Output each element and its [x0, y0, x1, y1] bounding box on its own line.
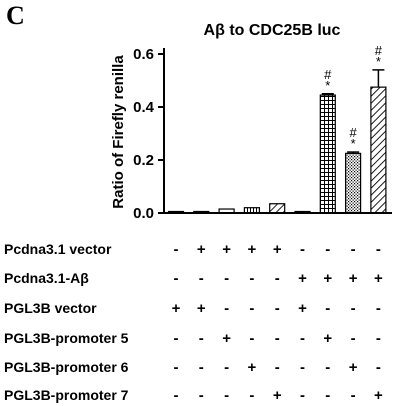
condition-cell: -: [300, 359, 305, 376]
condition-cell: +: [273, 387, 282, 404]
significance-marker: #: [324, 67, 332, 82]
condition-cell: +: [349, 359, 358, 376]
condition-cell: -: [224, 359, 229, 376]
condition-cell: +: [273, 241, 282, 258]
condition-cell: +: [374, 387, 383, 404]
condition-row-label: PGL3B-promoter 7: [4, 387, 129, 403]
condition-cell: +: [248, 359, 257, 376]
condition-cell: -: [199, 359, 204, 376]
condition-cell: -: [275, 300, 280, 317]
condition-cell: -: [275, 330, 280, 347]
condition-cell: -: [325, 241, 330, 258]
significance-marker: *: [351, 136, 356, 151]
significance-marker: *: [376, 54, 381, 69]
condition-cell: -: [325, 300, 330, 317]
condition-cell: -: [224, 300, 229, 317]
bar-annotations: #*#*#*: [324, 43, 383, 151]
y-axis-label: Ratio of Firefly renilla: [110, 55, 127, 209]
condition-cell: +: [197, 300, 206, 317]
y-tick-label: 0.2: [133, 152, 154, 169]
condition-cell: -: [351, 241, 356, 258]
panel-label: C: [6, 1, 25, 30]
condition-cell: -: [199, 387, 204, 404]
condition-cell: -: [325, 387, 330, 404]
condition-cell: +: [298, 270, 307, 287]
condition-row-label: PGL3B-promoter 5: [4, 330, 129, 346]
condition-cell: -: [174, 241, 179, 258]
condition-cell: +: [222, 241, 231, 258]
condition-cell: -: [325, 359, 330, 376]
condition-cell: +: [323, 330, 332, 347]
condition-cell: -: [300, 330, 305, 347]
condition-cell: -: [249, 387, 254, 404]
condition-cell: +: [349, 270, 358, 287]
y-axis-ticks: 0.0 0.2 0.4 0.6: [133, 46, 164, 222]
condition-cell: +: [248, 241, 257, 258]
condition-row-label: Pcdna3.1 vector: [4, 241, 112, 257]
condition-cell: -: [199, 270, 204, 287]
condition-cell: -: [174, 387, 179, 404]
condition-cell: -: [351, 300, 356, 317]
condition-cell: -: [275, 270, 280, 287]
bar: [269, 203, 286, 214]
condition-cell: +: [197, 241, 206, 258]
condition-cell: -: [376, 300, 381, 317]
condition-cell: -: [224, 387, 229, 404]
significance-marker: #: [375, 43, 383, 58]
y-tick-label: 0.0: [133, 205, 154, 222]
condition-cell: -: [376, 330, 381, 347]
condition-cell: -: [300, 387, 305, 404]
condition-cell: -: [376, 359, 381, 376]
significance-marker: #: [349, 125, 357, 140]
y-tick-label: 0.4: [133, 99, 155, 116]
condition-cell: -: [376, 241, 381, 258]
chart-title: Aβ to CDC25B luc: [204, 22, 341, 39]
condition-cell: +: [323, 270, 332, 287]
condition-row-label: Pcdna3.1-Aβ: [4, 270, 89, 286]
condition-cell: +: [222, 330, 231, 347]
condition-cell: +: [298, 300, 307, 317]
condition-cell: -: [249, 270, 254, 287]
condition-cell: -: [199, 330, 204, 347]
condition-row-label: PGL3B vector: [4, 300, 97, 316]
condition-cell: -: [351, 387, 356, 404]
condition-cell: -: [174, 330, 179, 347]
condition-cell: -: [275, 359, 280, 376]
y-tick-label: 0.6: [133, 46, 154, 63]
condition-cell: -: [300, 241, 305, 258]
bar: [319, 94, 336, 214]
bar: [370, 86, 387, 214]
condition-cell: +: [374, 270, 383, 287]
condition-cell: -: [174, 270, 179, 287]
condition-cell: -: [249, 300, 254, 317]
condition-row-label: PGL3B-promoter 6: [4, 359, 129, 375]
condition-cell: -: [351, 330, 356, 347]
condition-table: Pcdna3.1 vector - + + + + - - - - Pcdna3.1-Aβ - - - - -…: [4, 241, 383, 404]
condition-cell: -: [249, 330, 254, 347]
significance-marker: *: [325, 78, 330, 93]
bar: [345, 152, 362, 214]
condition-cell: -: [224, 270, 229, 287]
condition-cell: -: [174, 359, 179, 376]
condition-cell: +: [172, 300, 181, 317]
